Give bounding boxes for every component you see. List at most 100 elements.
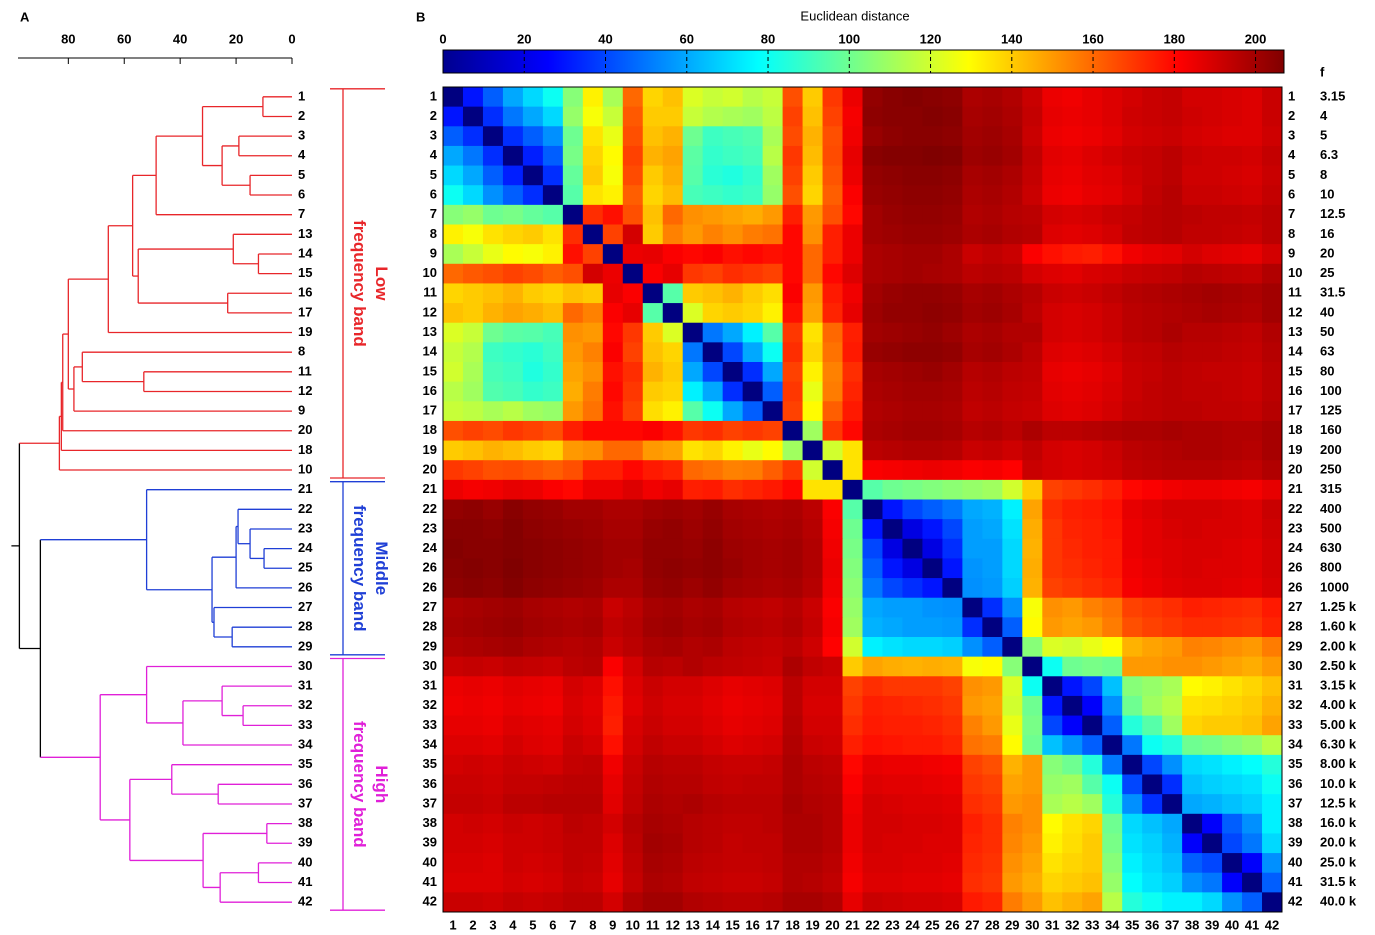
heatmap-cell xyxy=(1242,538,1263,559)
heatmap-cell xyxy=(542,283,564,304)
heatmap-cell xyxy=(482,165,504,186)
colorbar-tick-label: 0 xyxy=(439,31,446,46)
heatmap-cell xyxy=(842,342,863,363)
heatmap-cell xyxy=(1222,597,1243,618)
heatmap-cell xyxy=(942,420,963,442)
heatmap-cell xyxy=(1082,479,1103,500)
heatmap-cell xyxy=(1022,322,1043,343)
heatmap-cell xyxy=(1182,794,1203,815)
heatmap-cell xyxy=(443,872,464,893)
heatmap-cell xyxy=(722,420,744,442)
heatmap-cell xyxy=(562,224,584,245)
heatmap-cell xyxy=(802,519,824,540)
heatmap-cell xyxy=(982,794,1003,815)
heatmap-cell xyxy=(922,813,943,834)
column-label: 30 xyxy=(1025,917,1039,932)
heatmap-cell xyxy=(462,499,484,520)
heatmap-cell xyxy=(1082,460,1103,481)
heatmap-cell xyxy=(602,145,624,167)
heatmap-cell xyxy=(882,853,903,874)
heatmap-cell xyxy=(842,813,863,834)
heatmap-cell xyxy=(1022,224,1043,245)
heatmap-cell xyxy=(662,597,684,618)
heatmap-cell xyxy=(1162,145,1183,167)
heatmap-cell xyxy=(1262,420,1283,442)
heatmap-cell xyxy=(1102,440,1123,461)
heatmap-cell xyxy=(822,794,844,815)
heatmap-cell xyxy=(622,813,644,834)
heatmap-cell xyxy=(482,460,504,481)
heatmap-cell xyxy=(702,303,724,324)
heatmap-cell xyxy=(922,126,943,147)
heatmap-cell xyxy=(902,401,923,422)
heatmap-cell xyxy=(682,853,704,874)
column-label: 39 xyxy=(1205,917,1219,932)
heatmap-cell xyxy=(522,381,544,402)
heatmap-cell xyxy=(882,656,903,677)
heatmap-cell xyxy=(443,853,464,874)
heatmap-cell xyxy=(1222,165,1243,186)
heatmap-cell xyxy=(662,322,684,343)
heatmap-cell xyxy=(1022,145,1043,167)
heatmap-cell xyxy=(1142,342,1163,363)
heatmap-cell xyxy=(682,224,704,245)
heatmap-cell xyxy=(542,597,564,618)
heatmap-cell xyxy=(1262,460,1283,481)
heatmap-cell xyxy=(862,597,883,618)
heatmap-cell xyxy=(1222,204,1243,225)
heatmap-cell xyxy=(522,224,544,245)
heatmap-cell xyxy=(742,165,764,186)
heatmap-cell xyxy=(962,656,983,677)
heatmap-cell xyxy=(862,656,883,677)
heatmap-cell xyxy=(902,322,923,343)
heatmap-cell xyxy=(782,244,804,265)
heatmap-cell xyxy=(1022,401,1043,422)
heatmap-cell xyxy=(1002,381,1023,402)
heatmap-cell xyxy=(502,499,524,520)
heatmap-cell xyxy=(902,244,923,265)
column-label: 36 xyxy=(1145,917,1159,932)
heatmap-cell xyxy=(522,283,544,304)
heatmap-cell xyxy=(1002,578,1023,599)
heatmap-cell xyxy=(1042,676,1063,697)
heatmap-cell xyxy=(702,558,724,579)
heatmap-cell xyxy=(1242,283,1263,304)
heatmap-cell xyxy=(482,381,504,402)
heatmap-cell xyxy=(1022,774,1043,795)
heatmap-cell xyxy=(482,735,504,756)
heatmap-cell xyxy=(662,283,684,304)
heatmap-cell xyxy=(722,460,744,481)
heatmap-cell xyxy=(822,244,844,265)
heatmap-cell xyxy=(1142,126,1163,147)
heatmap-cell xyxy=(922,754,943,775)
heatmap-cell xyxy=(1002,833,1023,854)
row-label-right: 7 xyxy=(1288,206,1295,221)
heatmap-cell xyxy=(842,558,863,579)
heatmap-cell xyxy=(1122,813,1143,834)
row-label-right: 27 xyxy=(1288,599,1302,614)
heatmap-cell xyxy=(782,420,804,442)
heatmap-cell xyxy=(443,185,464,206)
heatmap-cell xyxy=(502,342,524,363)
leaf-label: 5 xyxy=(298,167,305,182)
band-label: Highfrequency band xyxy=(350,721,391,848)
heatmap-cell xyxy=(982,263,1003,284)
heatmap-cell xyxy=(482,774,504,795)
heatmap-cell xyxy=(1142,538,1163,559)
frequency-label: 4 xyxy=(1320,108,1328,123)
heatmap-cell xyxy=(822,401,844,422)
heatmap-cell xyxy=(722,263,744,284)
heatmap-cell xyxy=(862,401,883,422)
heatmap-cell xyxy=(942,322,963,343)
heatmap-cell xyxy=(502,617,524,638)
heatmap-cell xyxy=(762,204,784,225)
heatmap-cell xyxy=(582,401,604,422)
heatmap-cell xyxy=(762,735,784,756)
heatmap-cell xyxy=(1162,676,1183,697)
row-label: 17 xyxy=(423,403,437,418)
heatmap-cell xyxy=(762,165,784,186)
heatmap-cell xyxy=(1022,519,1043,540)
heatmap-cell xyxy=(1182,204,1203,225)
heatmap-cell xyxy=(962,87,983,108)
heatmap-cell xyxy=(1122,244,1143,265)
